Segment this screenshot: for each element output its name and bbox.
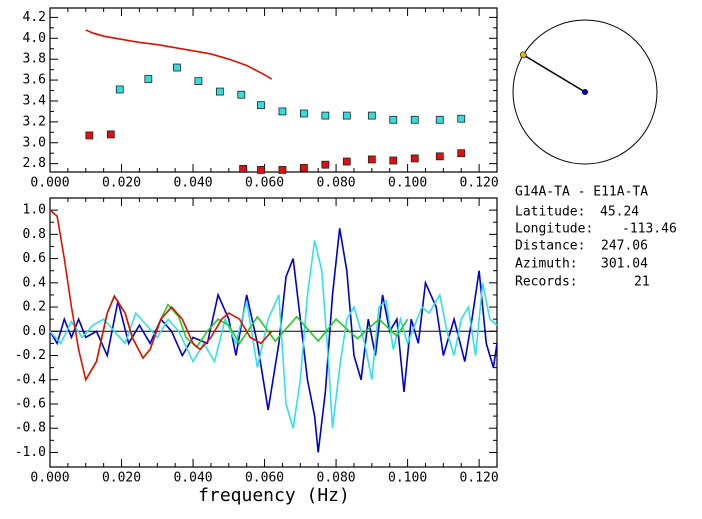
data-point [257, 166, 265, 174]
data-point [342, 111, 351, 120]
info-value: 247.06 [601, 239, 648, 254]
y-tick-label: 1.0 [23, 203, 46, 218]
data-point [257, 101, 265, 110]
data-point [144, 75, 153, 83]
info-value: 45.24 [600, 205, 639, 220]
data-line [49, 228, 498, 453]
data-point [278, 166, 287, 174]
data-line [85, 294, 409, 381]
data-point [410, 115, 419, 124]
data-point [389, 115, 398, 124]
station-dot [582, 89, 588, 95]
y-tick-label: 4.0 [23, 31, 46, 46]
x-tick-label: 0.100 [388, 471, 427, 486]
info-label: Latitude: [515, 205, 585, 220]
data-point [215, 87, 224, 96]
y-tick-label: 3.4 [23, 93, 47, 108]
y-tick-label: 0.4 [23, 275, 47, 290]
data-point [115, 85, 124, 94]
data-point [410, 154, 419, 163]
x-tick-label: 0.060 [245, 471, 284, 486]
y-tick-label: -0.4 [15, 372, 46, 387]
data-point [321, 111, 330, 120]
data-point [367, 155, 376, 164]
y-tick-label: 0.2 [23, 300, 46, 315]
x-tick-label: 0.020 [102, 471, 141, 486]
y-tick-label: -1.0 [15, 445, 46, 460]
x-tick-label: 0.000 [30, 176, 69, 191]
x-tick-label: 0.020 [102, 176, 141, 191]
data-line [49, 209, 273, 382]
x-tick-label: 0.040 [173, 176, 212, 191]
data-point [367, 111, 376, 120]
x-tick-label: 0.120 [460, 176, 499, 191]
x-axis-label: frequency (Hz) [198, 485, 350, 506]
data-point [457, 149, 466, 158]
y-tick-label: 3.0 [23, 135, 46, 150]
data-point [299, 163, 308, 172]
data-point [237, 90, 246, 99]
info-label: Azimuth: [515, 257, 578, 272]
info-label: Records: [515, 275, 578, 290]
x-tick-label: 0.080 [317, 471, 356, 486]
info-label: Distance: [515, 239, 585, 254]
data-point [389, 156, 398, 165]
station-dot [520, 51, 527, 59]
data-line [85, 29, 273, 80]
y-tick-label: 3.6 [23, 73, 46, 88]
x-tick-label: 0.000 [30, 471, 69, 486]
data-point [173, 63, 181, 72]
data-point [435, 115, 444, 124]
x-tick-label: 0.040 [173, 471, 212, 486]
info-value: 301.04 [601, 257, 648, 272]
y-tick-label: -0.2 [15, 348, 46, 363]
data-point [106, 130, 115, 139]
data-point [457, 114, 466, 123]
y-tick-label: 2.8 [23, 156, 46, 171]
data-point [342, 157, 351, 166]
data-line [49, 240, 498, 429]
y-tick-label: 0.8 [23, 227, 46, 242]
y-tick-label: 0.6 [23, 251, 46, 266]
data-point [299, 109, 308, 118]
data-point [194, 77, 203, 86]
station-pair: G14A-TA - E11A-TA [515, 185, 648, 200]
info-value: -113.46 [622, 222, 677, 237]
x-tick-label: 0.100 [388, 176, 427, 191]
y-tick-label: 3.2 [23, 114, 46, 129]
azimuth-circle [512, 19, 658, 165]
x-tick-label: 0.060 [245, 176, 284, 191]
x-tick-label: 0.120 [460, 471, 499, 486]
data-point [239, 164, 248, 173]
plot-frame [49, 7, 498, 173]
azimuth-line [522, 54, 586, 93]
info-label: Longitude: [515, 222, 593, 237]
data-point [321, 160, 330, 169]
x-tick-label: 0.080 [317, 176, 356, 191]
plot-frame [49, 197, 498, 468]
info-value: 21 [634, 275, 650, 290]
y-tick-label: 3.8 [23, 52, 46, 67]
data-point [85, 131, 94, 140]
data-point [435, 152, 444, 161]
y-tick-label: 4.2 [23, 10, 46, 25]
y-tick-label: -0.6 [15, 396, 46, 411]
y-tick-label: -0.8 [15, 421, 46, 436]
y-tick-label: 0.0 [23, 324, 46, 339]
data-point [278, 107, 287, 116]
